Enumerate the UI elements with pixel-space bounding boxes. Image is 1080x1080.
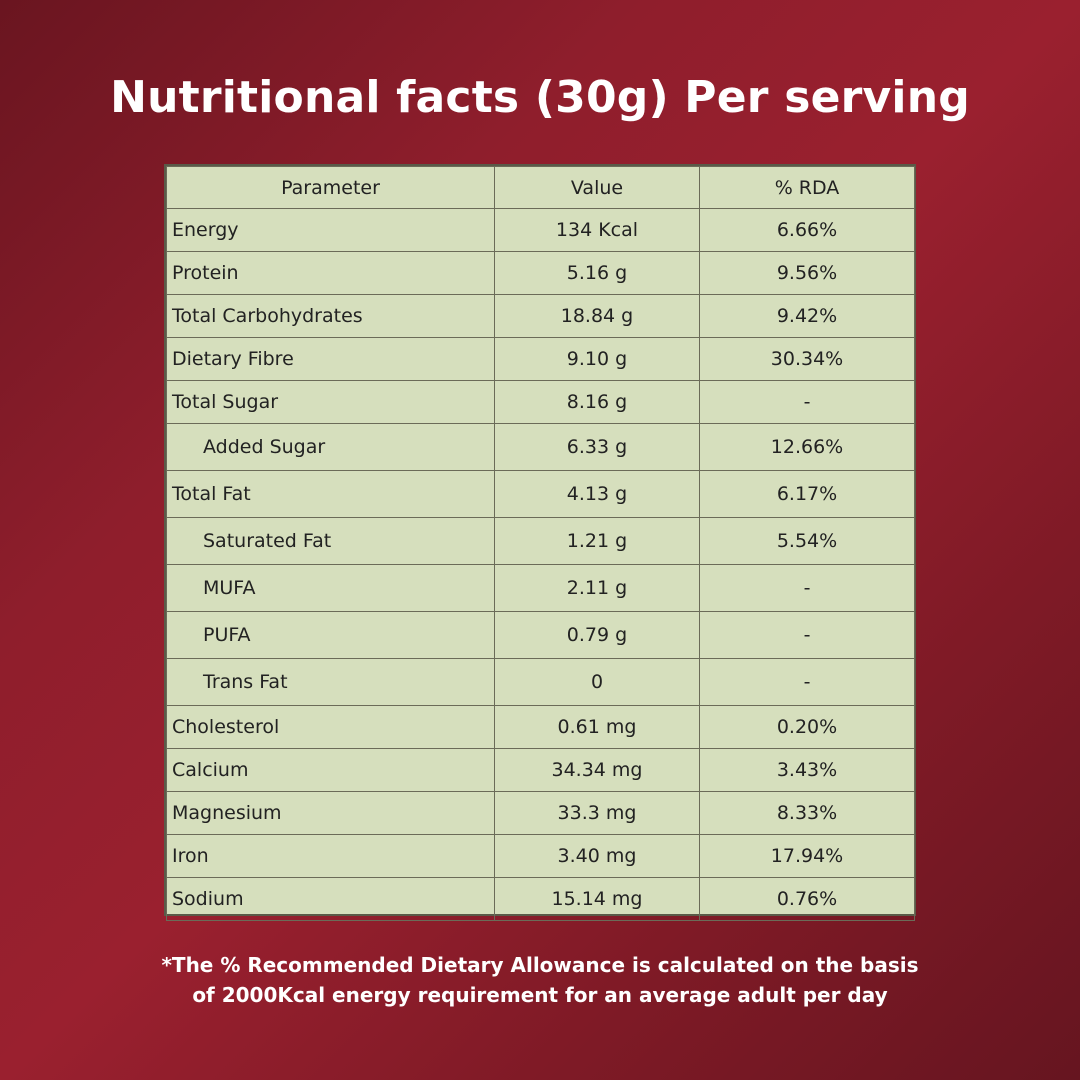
row-parameter: Total Fat [166,470,495,518]
page-title: Nutritional facts (30g) Per serving [110,72,970,123]
row-rda: - [699,380,915,424]
row-rda: 9.56% [699,251,915,295]
row-rda: 12.66% [699,423,915,471]
row-rda: 6.66% [699,208,915,252]
row-value: 33.3 mg [494,791,700,835]
row-value: 3.40 mg [494,834,700,878]
header-value: Value [494,166,700,209]
row-value: 9.10 g [494,337,700,381]
row-value: 34.34 mg [494,748,700,792]
row-value: 0 [494,658,700,706]
row-value: 8.16 g [494,380,700,424]
row-rda: 8.33% [699,791,915,835]
row-value: 5.16 g [494,251,700,295]
row-parameter: Added Sugar [166,423,495,471]
row-parameter: Iron [166,834,495,878]
table-row: Protein 5.16 g 9.56% [166,251,915,295]
rda-footnote: *The % Recommended Dietary Allowance is … [0,950,1080,1010]
row-rda: - [699,611,915,659]
row-value: 0.61 mg [494,705,700,749]
nutrition-table: Parameter Value % RDA Energy 134 Kcal 6.… [166,166,915,921]
row-value: 1.21 g [494,517,700,565]
row-rda: 6.17% [699,470,915,518]
header-parameter: Parameter [166,166,495,209]
table-header-row: Parameter Value % RDA [166,166,915,209]
row-rda: 5.54% [699,517,915,565]
row-rda: 0.20% [699,705,915,749]
row-rda: 30.34% [699,337,915,381]
row-value: 18.84 g [494,294,700,338]
row-rda: 0.76% [699,877,915,921]
row-parameter: PUFA [166,611,495,659]
footnote-line-1: *The % Recommended Dietary Allowance is … [161,953,919,977]
row-value: 2.11 g [494,564,700,612]
table-row: Sodium 15.14 mg 0.76% [166,877,915,921]
table-row: MUFA 2.11 g - [166,564,915,612]
table-row: Saturated Fat 1.21 g 5.54% [166,517,915,565]
row-parameter: Sodium [166,877,495,921]
row-parameter: Energy [166,208,495,252]
row-parameter: Total Carbohydrates [166,294,495,338]
row-rda: - [699,564,915,612]
footnote-line-2: of 2000Kcal energy requirement for an av… [192,983,888,1007]
row-parameter: MUFA [166,564,495,612]
row-parameter: Trans Fat [166,658,495,706]
table-row: Trans Fat 0 - [166,658,915,706]
header-rda: % RDA [699,166,915,209]
table-row: Total Carbohydrates 18.84 g 9.42% [166,294,915,338]
row-rda: 17.94% [699,834,915,878]
row-value: 134 Kcal [494,208,700,252]
row-parameter: Saturated Fat [166,517,495,565]
table-row: Total Fat 4.13 g 6.17% [166,470,915,518]
row-parameter: Magnesium [166,791,495,835]
table-row: PUFA 0.79 g - [166,611,915,659]
row-parameter: Dietary Fibre [166,337,495,381]
table-row: Cholesterol 0.61 mg 0.20% [166,705,915,749]
row-parameter: Total Sugar [166,380,495,424]
row-value: 0.79 g [494,611,700,659]
row-parameter: Calcium [166,748,495,792]
row-value: 6.33 g [494,423,700,471]
row-rda: - [699,658,915,706]
nutrition-table-container: Parameter Value % RDA Energy 134 Kcal 6.… [164,164,916,921]
table-row: Added Sugar 6.33 g 12.66% [166,423,915,471]
row-parameter: Cholesterol [166,705,495,749]
table-row: Calcium 34.34 mg 3.43% [166,748,915,792]
row-value: 4.13 g [494,470,700,518]
table-row: Magnesium 33.3 mg 8.33% [166,791,915,835]
row-rda: 9.42% [699,294,915,338]
row-parameter: Protein [166,251,495,295]
row-rda: 3.43% [699,748,915,792]
table-row: Energy 134 Kcal 6.66% [166,208,915,252]
table-row: Dietary Fibre 9.10 g 30.34% [166,337,915,381]
table-row: Iron 3.40 mg 17.94% [166,834,915,878]
table-row: Total Sugar 8.16 g - [166,380,915,424]
row-value: 15.14 mg [494,877,700,921]
